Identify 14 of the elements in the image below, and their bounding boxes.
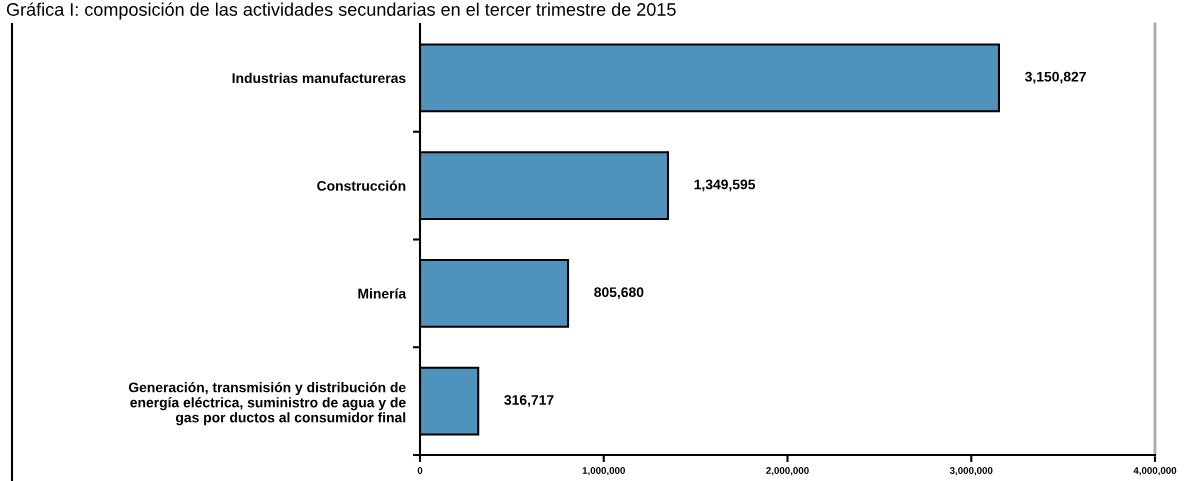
- data-label: 805,680: [594, 287, 644, 300]
- y-tick-label: Minería: [358, 288, 407, 299]
- chart-title: Gráfica I: composición de las actividades secundarias en el tercer trimestre de 2015: [6, 2, 676, 20]
- x-tick-label: 4,000,000: [1133, 467, 1177, 476]
- x-tick-label: 3,000,000: [949, 467, 993, 476]
- x-tick-label: 2,000,000: [766, 467, 809, 476]
- y-tick-label: Generación, transmisión y distribución de energía eléctrica, suministro de agua y de gas por ductos al consumidor final: [128, 381, 406, 426]
- data-label: 1,349,595: [694, 179, 756, 192]
- x-tick-label: 1,000,000: [582, 467, 625, 476]
- y-tick-label: Industrias manufactureras: [232, 72, 406, 84]
- x-tick-label: 0: [417, 467, 423, 474]
- data-label: 3,150,827: [1025, 71, 1086, 84]
- y-tick-label: Construcción: [317, 180, 406, 191]
- data-label: 316,717: [504, 395, 554, 407]
